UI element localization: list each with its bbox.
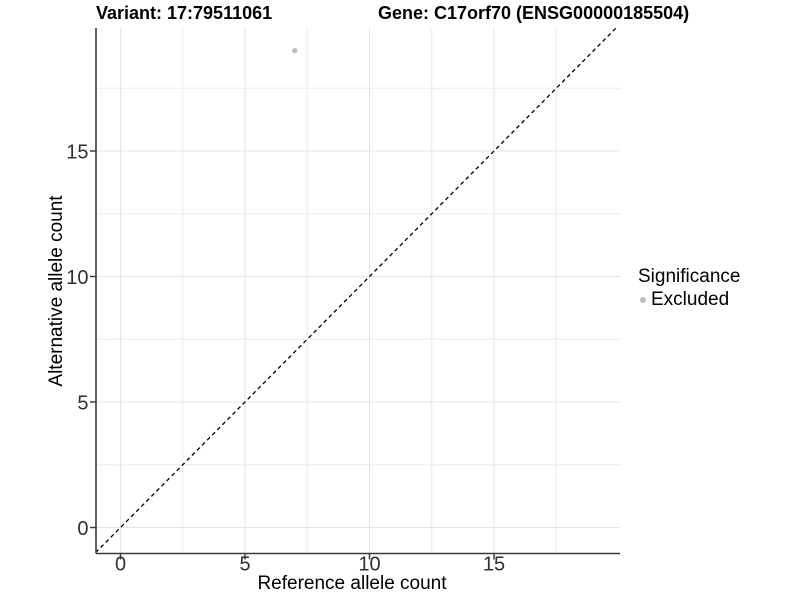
x-tick-label: 15	[483, 554, 505, 576]
legend-point-icon	[640, 296, 646, 303]
x-tick-label: 5	[239, 554, 250, 576]
legend: Significance Excluded	[638, 265, 740, 311]
y-tick-label: 15	[66, 141, 88, 163]
y-tick-label: 10	[66, 267, 88, 289]
plot-title-gene: Gene: C17orf70 (ENSG00000185504)	[378, 3, 690, 23]
legend-title: Significance	[638, 266, 741, 287]
x-axis-title: Reference allele count	[257, 573, 447, 594]
plot-title-variant: Variant: 17:79511061	[96, 3, 273, 23]
y-tick-label: 5	[77, 392, 88, 414]
legend-item-excluded: Excluded	[638, 288, 740, 311]
data-point	[292, 48, 298, 54]
x-tick-label: 10	[358, 554, 380, 576]
x-tick-label: 0	[115, 554, 126, 576]
identity-reference-line	[96, 28, 617, 554]
y-tick-label: 0	[77, 518, 88, 540]
legend-item-label: Excluded	[651, 289, 730, 310]
y-axis-title: Alternative allele count	[46, 195, 67, 387]
